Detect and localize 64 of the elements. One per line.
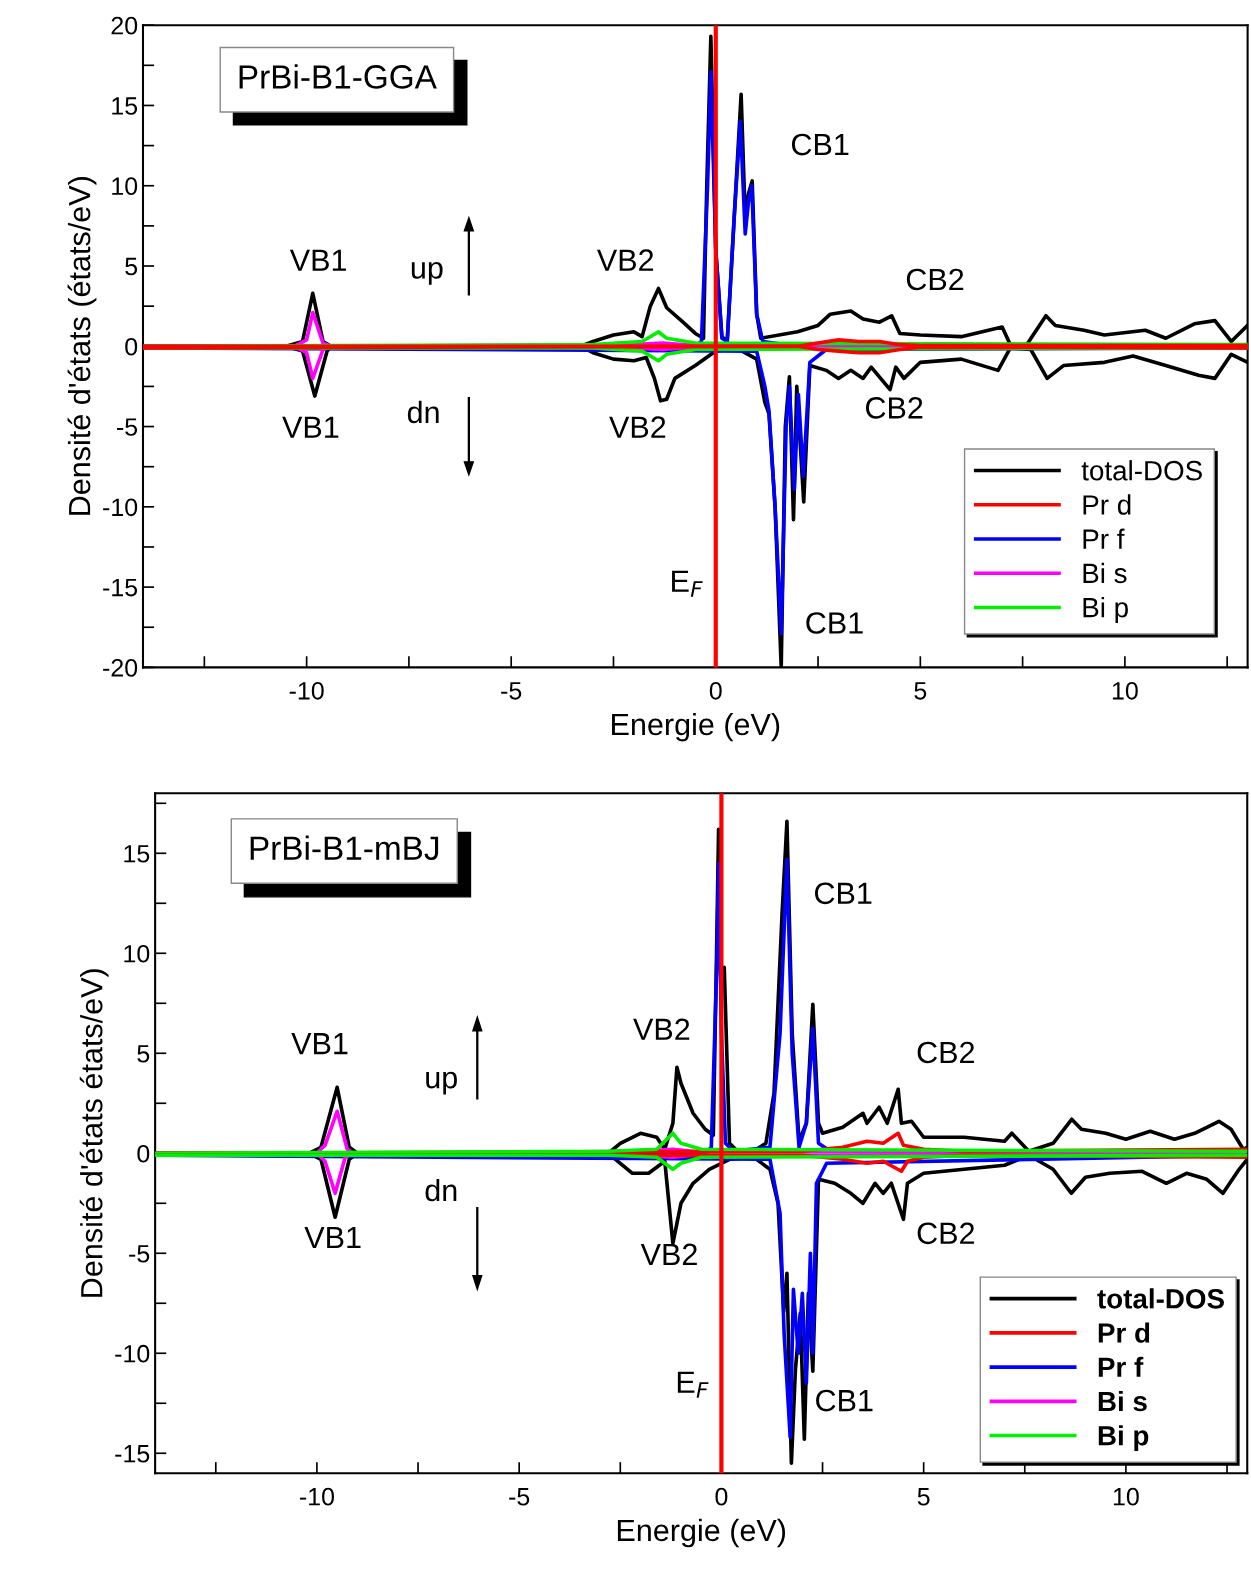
legend-label: Pr d: [1098, 1322, 1150, 1343]
y-tick-label: -10: [115, 1344, 150, 1363]
y-tick-label: -15: [115, 1445, 150, 1463]
y-tick-label: 20: [111, 16, 138, 35]
y-tick-label: 10: [112, 177, 138, 196]
annotation: CB2: [865, 397, 923, 419]
annotation: VB1: [304, 1226, 361, 1248]
text: PrBi-B1-GGA: [239, 64, 437, 89]
x-tick-label: -10: [289, 681, 324, 700]
y-axis-title: Densité d'états états/eV): [79, 969, 109, 1297]
annotation: CB1: [814, 882, 872, 905]
y-tick-label: -10: [103, 498, 138, 517]
annotation: up: [411, 261, 443, 285]
x-axis-title: Energie (eV): [617, 1518, 786, 1548]
legend-label: Bi s: [1083, 562, 1127, 584]
x-tick-label: 5: [917, 1488, 930, 1506]
y-tick-label: 0: [137, 1144, 150, 1163]
y-tick-label: 5: [137, 1045, 150, 1063]
annotation: VB1: [289, 249, 347, 271]
text: PrBi-B1-mBJ: [250, 835, 439, 861]
x-tick-label: 5: [914, 682, 927, 700]
y-tick-label: -15: [103, 578, 138, 597]
annotation: dn: [407, 400, 439, 424]
legend-label: Bi p: [1083, 597, 1128, 623]
y-axis-title: Densité d'états (états/eV): [67, 177, 97, 515]
legend-label: Bi s: [1098, 1390, 1147, 1412]
annotation: dn: [425, 1178, 457, 1202]
annotation: VB2: [640, 1243, 697, 1265]
y-tick-label: -5: [117, 418, 138, 436]
x-tick-label: -5: [509, 1488, 530, 1506]
annotation: CB2: [917, 1041, 975, 1064]
annotation: VB1: [282, 416, 339, 438]
y-tick-label: -20: [103, 658, 138, 677]
ref-line-label: E$_{F}$: [672, 570, 703, 597]
annotation: VB1: [291, 1033, 348, 1055]
x-tick-label: 0: [715, 1487, 728, 1506]
annotation: CB2: [906, 268, 964, 291]
y-tick-label: 15: [112, 97, 138, 115]
ref-line-label: E$_{F}$: [677, 1371, 709, 1398]
x-axis-title: Energie (eV): [612, 712, 780, 742]
x-tick-label: 10: [1112, 681, 1138, 700]
legend-label: Bi p: [1098, 1425, 1149, 1452]
y-tick-label: 0: [125, 337, 138, 356]
y-tick-label: 5: [125, 257, 138, 276]
x-tick-label: 10: [1113, 1487, 1139, 1506]
legend-label: Pr f: [1083, 528, 1125, 549]
x-tick-label: -5: [501, 682, 522, 700]
annotation: CB1: [816, 1389, 873, 1412]
annotation: CB1: [806, 612, 863, 634]
x-tick-label: 0: [709, 681, 722, 700]
y-tick-label: -5: [129, 1245, 150, 1263]
annotation: up: [426, 1071, 457, 1095]
y-tick-label: 10: [124, 944, 150, 963]
legend-label: total-DOS: [1081, 460, 1202, 481]
x-tick-label: -10: [299, 1487, 335, 1506]
annotation: VB2: [633, 1018, 690, 1040]
legend-label: Pr f: [1098, 1356, 1144, 1377]
legend-label: Pr d: [1083, 494, 1131, 515]
annotation: CB2: [917, 1222, 975, 1245]
annotation: VB2: [609, 416, 666, 438]
annotation: CB1: [791, 133, 849, 156]
legend-label: total-DOS: [1097, 1288, 1224, 1309]
y-tick-label: 15: [124, 845, 150, 863]
annotation: VB2: [596, 249, 654, 271]
